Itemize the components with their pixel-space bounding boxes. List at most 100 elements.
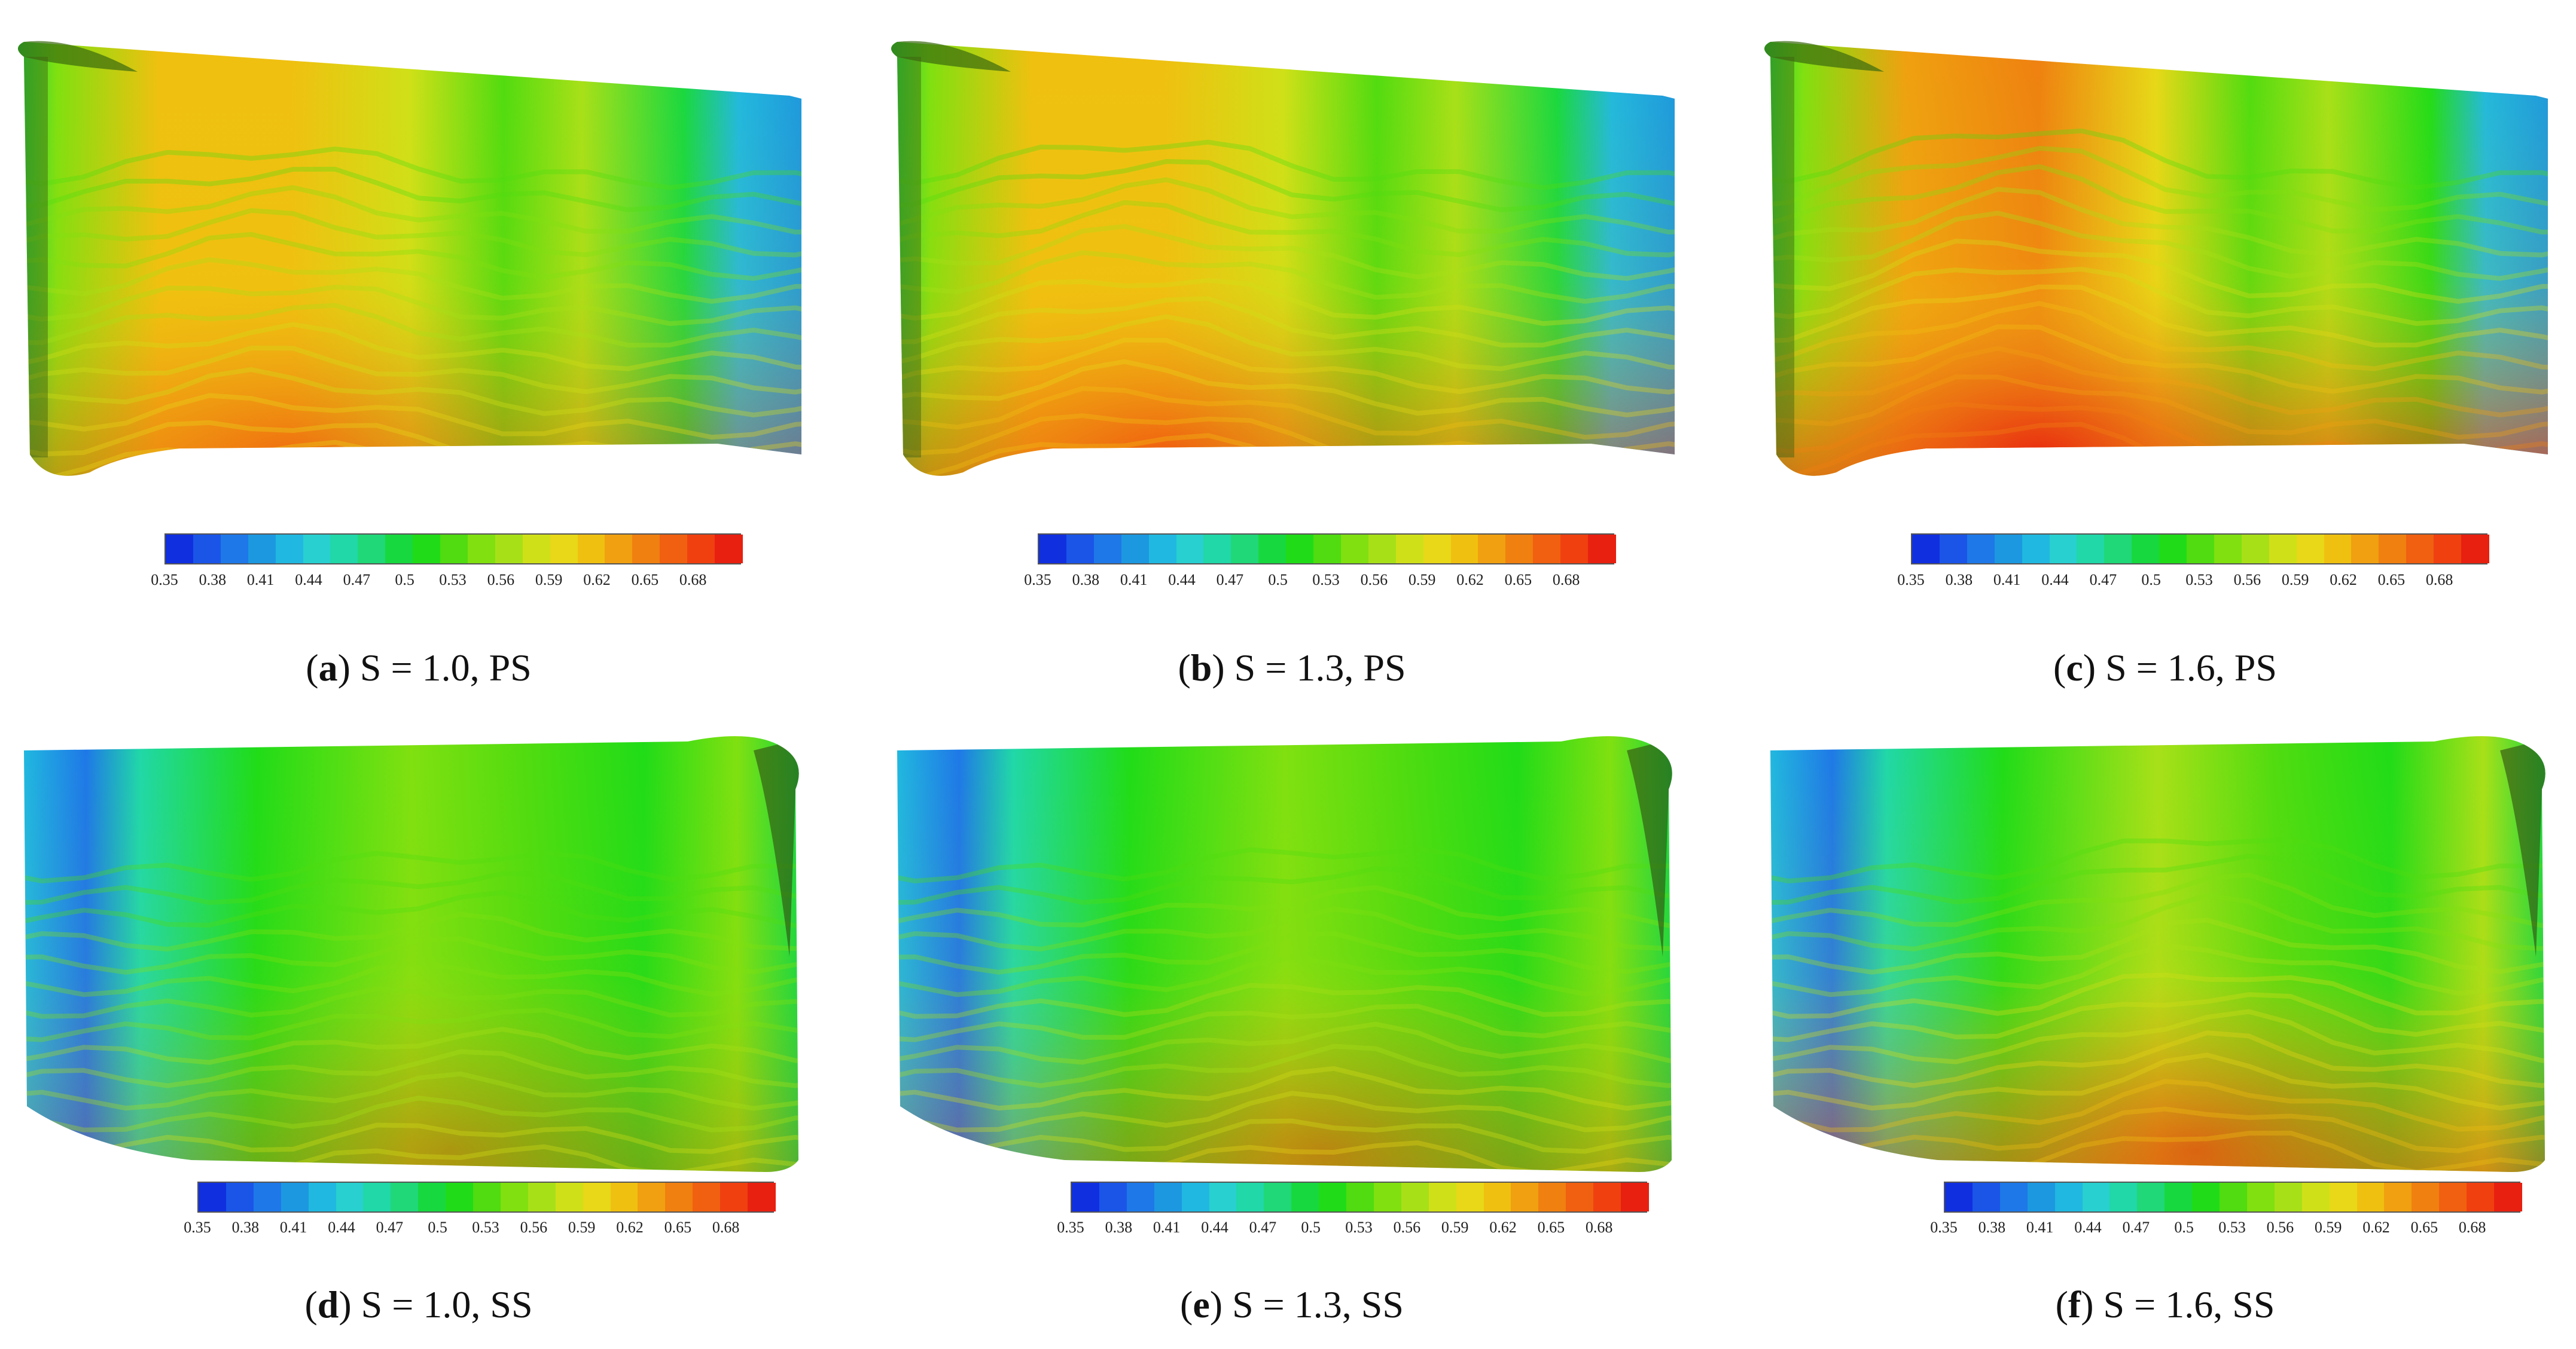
colorbar-swatch — [193, 535, 221, 563]
colorbar-tick-label: 0.62 — [2362, 1219, 2390, 1236]
colorbar-swatch — [1319, 1183, 1348, 1211]
colorbar-swatch — [2082, 1183, 2111, 1211]
contour-line — [1764, 284, 2548, 348]
colorbar-tick-label: 0.47 — [1216, 571, 1244, 588]
colorbar-f — [1944, 1182, 2522, 1213]
colorbar-swatch — [1203, 535, 1232, 563]
colorbar-swatch — [1181, 1183, 1210, 1211]
colorbar-tick-label: 0.41 — [246, 571, 275, 588]
colorbar-swatch — [2077, 535, 2105, 563]
leading-edge-shadow — [24, 57, 48, 457]
contour-line — [891, 337, 1675, 395]
colorbar-swatch — [2192, 1183, 2221, 1211]
colorbar-tick-label: 0.68 — [1552, 571, 1580, 588]
colorbar-swatch — [281, 1183, 309, 1211]
colorbar-swatch — [665, 1183, 694, 1211]
colorbar-swatch — [1939, 535, 1968, 563]
contour-line — [891, 386, 1675, 440]
leading-edge-rim — [1764, 41, 1884, 72]
colorbar-tick-label: 0.5 — [2174, 1219, 2194, 1236]
colorbar-swatch — [1912, 535, 1940, 563]
hot-spot — [1764, 42, 2548, 476]
contour-line — [891, 224, 1675, 281]
colorbar-swatch — [1264, 1183, 1292, 1211]
contour-line — [1770, 893, 2545, 952]
contour-line — [18, 322, 801, 371]
colorbar-swatch — [2301, 1183, 2330, 1211]
colorbar-swatch — [2461, 535, 2489, 563]
contour-line — [1770, 1009, 2545, 1066]
colorbar-swatch — [330, 535, 359, 563]
colorbar-tick-label: 0.53 — [2218, 1219, 2246, 1236]
colorbar-swatch — [1148, 535, 1177, 563]
colorbar-swatch — [363, 1183, 392, 1211]
colorbar-tick-label: 0.44 — [1168, 571, 1196, 588]
colorbar-swatch — [1291, 1183, 1320, 1211]
colorbar-tick-label: 0.56 — [2233, 571, 2261, 588]
colorbar-tick-label: 0.56 — [1360, 571, 1388, 588]
colorbar-tick-label: 0.56 — [520, 1219, 548, 1236]
colorbar-swatch — [303, 535, 331, 563]
colorbar-swatch — [1972, 1183, 2001, 1211]
contour-line — [897, 931, 1672, 975]
colorbar-swatch — [2137, 1183, 2166, 1211]
contour-line — [18, 166, 801, 213]
colorbar-swatch — [248, 535, 276, 563]
colorbar-swatch — [1099, 1183, 1127, 1211]
contour-line — [24, 850, 799, 884]
colorbar-swatch — [1209, 1183, 1237, 1211]
caption-f: (f) S = 1.6, SS — [2055, 1283, 2275, 1326]
contour-line — [1764, 210, 2548, 281]
contour-line — [1770, 872, 2545, 929]
colorbar-swatch — [1456, 1183, 1484, 1211]
contour-line — [897, 847, 1672, 884]
colorbar-swatch — [1423, 535, 1452, 563]
colorbar-swatch — [687, 535, 716, 563]
caption-d: (d) S = 1.0, SS — [304, 1283, 533, 1326]
contour-line — [24, 1095, 799, 1133]
contour-lines — [891, 139, 1675, 476]
leading-edge-shadow — [897, 57, 921, 457]
contour-line — [891, 139, 1675, 190]
colorbar-ticks-c: 0.35 0.38 0.41 0.44 0.47 0.5 0.53 0.56 0.59 0.62 0… — [1897, 571, 2485, 595]
contour-line — [24, 912, 799, 952]
colorbar-tick-label: 0.62 — [1456, 571, 1484, 588]
colorbar-swatch — [720, 1183, 749, 1211]
contour-line — [897, 866, 1672, 907]
colorbar-swatch — [2296, 535, 2325, 563]
colorbar-tick-label: 0.65 — [664, 1219, 692, 1236]
colorbar-swatch — [2406, 535, 2435, 563]
colorbar-swatch — [199, 1183, 227, 1211]
contour-line — [24, 1049, 799, 1088]
colorbar-swatch — [1478, 535, 1507, 563]
colorbar-swatch — [2187, 535, 2215, 563]
colorbar-tick-label: 0.41 — [1153, 1219, 1181, 1236]
contour-line — [1770, 992, 2545, 1042]
colorbar-swatch — [522, 535, 551, 563]
colorbar-swatch — [693, 1183, 721, 1211]
contour-line — [1770, 917, 2545, 975]
colorbar-swatch — [2054, 1183, 2083, 1211]
colorbar-tick-label: 0.41 — [1120, 571, 1148, 588]
panel-a: 0.35 0.38 0.41 0.44 0.47 0.5 0.53 0.56 0.59 0.62 0… — [0, 0, 859, 689]
colorbar-swatch — [358, 535, 386, 563]
colorbar-swatch — [1313, 535, 1342, 563]
colorbar-tick-label: 0.59 — [2314, 1219, 2342, 1236]
contour-line — [18, 208, 801, 258]
contour-line — [18, 257, 801, 304]
colorbar-swatch — [1945, 1183, 1973, 1211]
colorbar-tick-label: 0.62 — [616, 1219, 644, 1236]
contour-line — [18, 146, 801, 190]
trailing-edge-rim — [754, 744, 799, 957]
contour-line — [24, 871, 799, 907]
colorbar-swatch — [1450, 535, 1479, 563]
colorbar-tick-label: 0.53 — [1312, 571, 1340, 588]
colorbar-tick-label: 0.68 — [712, 1219, 740, 1236]
colorbar-tick-label: 0.38 — [199, 571, 227, 588]
colorbar-swatch — [1373, 1183, 1402, 1211]
panel-b: 0.35 0.38 0.41 0.44 0.47 0.5 0.53 0.56 0.59 0.62 0… — [873, 0, 1732, 689]
colorbar-swatch — [528, 1183, 556, 1211]
contour-line — [897, 1021, 1672, 1066]
colorbar-swatch — [1258, 535, 1287, 563]
colorbar-tick-label: 0.56 — [1393, 1219, 1421, 1236]
